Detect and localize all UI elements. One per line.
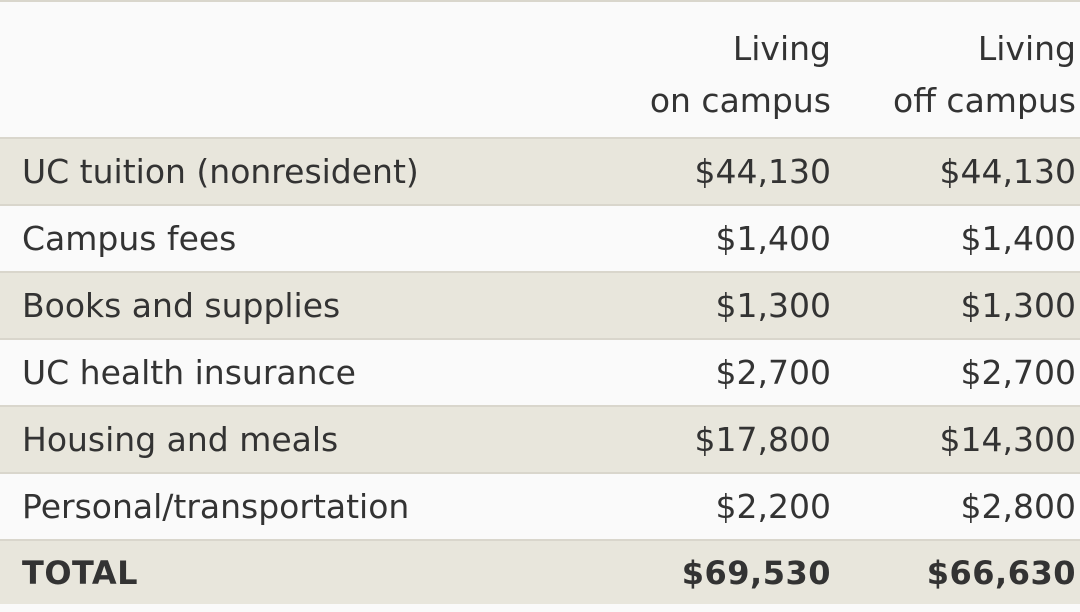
row-label: UC tuition (nonresident)	[0, 138, 610, 206]
table-row: UC tuition (nonresident) $44,130 $44,130	[0, 138, 1080, 206]
total-row: TOTAL $69,530 $66,630	[0, 540, 1080, 604]
header-off-campus-line-2: off campus	[893, 81, 1076, 120]
table-row: UC health insurance $2,700 $2,700	[0, 339, 1080, 407]
header-on-campus-line-2: on campus	[649, 81, 831, 120]
table-row: Housing and meals $17,800 $14,300	[0, 406, 1080, 474]
total-on-campus: $69,530	[610, 540, 845, 604]
header-empty-cell	[0, 2, 610, 139]
on-campus-value: $17,800	[610, 406, 845, 474]
on-campus-value: $2,200	[610, 473, 845, 541]
row-label: Books and supplies	[0, 272, 610, 340]
off-campus-value: $1,400	[845, 205, 1080, 273]
on-campus-value: $44,130	[610, 138, 845, 206]
header-on-campus-line-1: Living	[732, 29, 831, 68]
row-label: Housing and meals	[0, 406, 610, 474]
total-off-campus: $66,630	[845, 540, 1080, 604]
total-label: TOTAL	[0, 540, 610, 604]
table-row: Personal/transportation $2,200 $2,800	[0, 473, 1080, 541]
off-campus-value: $44,130	[845, 138, 1080, 206]
header-on-campus: Living on campus	[610, 2, 845, 139]
row-label: Personal/transportation	[0, 473, 610, 541]
off-campus-value: $1,300	[845, 272, 1080, 340]
header-row: Living on campus Living off campus	[0, 2, 1080, 139]
off-campus-value: $2,800	[845, 473, 1080, 541]
off-campus-value: $2,700	[845, 339, 1080, 407]
header-off-campus: Living off campus	[845, 2, 1080, 139]
on-campus-value: $1,400	[610, 205, 845, 273]
top-rule	[0, 0, 1080, 2]
row-label: UC health insurance	[0, 339, 610, 407]
off-campus-value: $14,300	[845, 406, 1080, 474]
on-campus-value: $2,700	[610, 339, 845, 407]
header-off-campus-line-1: Living	[977, 29, 1076, 68]
on-campus-value: $1,300	[610, 272, 845, 340]
table-row: Campus fees $1,400 $1,400	[0, 205, 1080, 273]
row-label: Campus fees	[0, 205, 610, 273]
table-row: Books and supplies $1,300 $1,300	[0, 272, 1080, 340]
